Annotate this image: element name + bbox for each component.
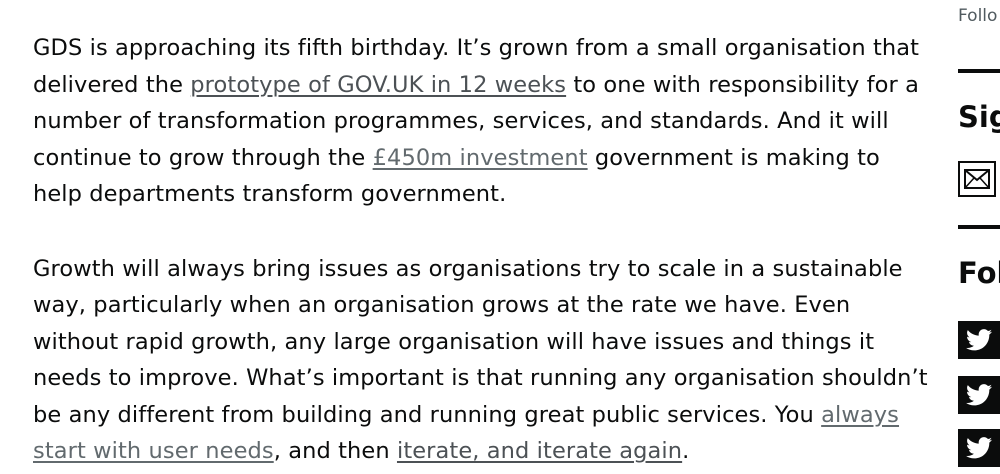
- paragraph-text: , and then: [273, 438, 397, 464]
- paragraph-text: Growth will always bring issues as organ…: [33, 255, 928, 428]
- paragraph-text: to one with responsibility for a number …: [33, 71, 920, 171]
- investment-link[interactable]: £450m investment: [372, 144, 588, 171]
- follow-heading: Fol: [958, 256, 1000, 290]
- twitter-bird-icon: [966, 437, 992, 459]
- envelope-icon: [964, 169, 990, 189]
- iterate-link[interactable]: iterate, and iterate again: [396, 438, 683, 464]
- twitter-bird-icon: [966, 384, 992, 406]
- article-paragraph-2: Growth will always bring issues as organ…: [33, 251, 933, 470]
- paragraph-text: GDS is approaching its fifth birthday. I…: [33, 35, 920, 98]
- twitter-follow-button[interactable]: [958, 376, 1000, 414]
- twitter-follow-button[interactable]: [958, 429, 1000, 467]
- signup-heading: Sig: [958, 100, 1000, 134]
- email-signup-button[interactable]: [958, 161, 996, 197]
- section-divider: [958, 225, 1000, 229]
- blog-article-body: GDS is approaching its fifth birthday. I…: [33, 30, 933, 470]
- follow-text: Follo: [958, 6, 998, 26]
- sidebar: Follo Sig Fol: [958, 0, 1000, 474]
- twitter-bird-icon: [966, 329, 992, 351]
- paragraph-text: .: [682, 438, 690, 464]
- paragraph-text: government is making to help departments…: [33, 144, 880, 208]
- prototype-govuk-link[interactable]: prototype of GOV.UK in 12 weeks: [190, 71, 567, 98]
- article-paragraph-1: GDS is approaching its fifth birthday. I…: [33, 30, 933, 213]
- section-divider: [958, 69, 1000, 73]
- twitter-follow-button[interactable]: [958, 321, 1000, 359]
- user-needs-link[interactable]: always start with user needs: [33, 401, 900, 465]
